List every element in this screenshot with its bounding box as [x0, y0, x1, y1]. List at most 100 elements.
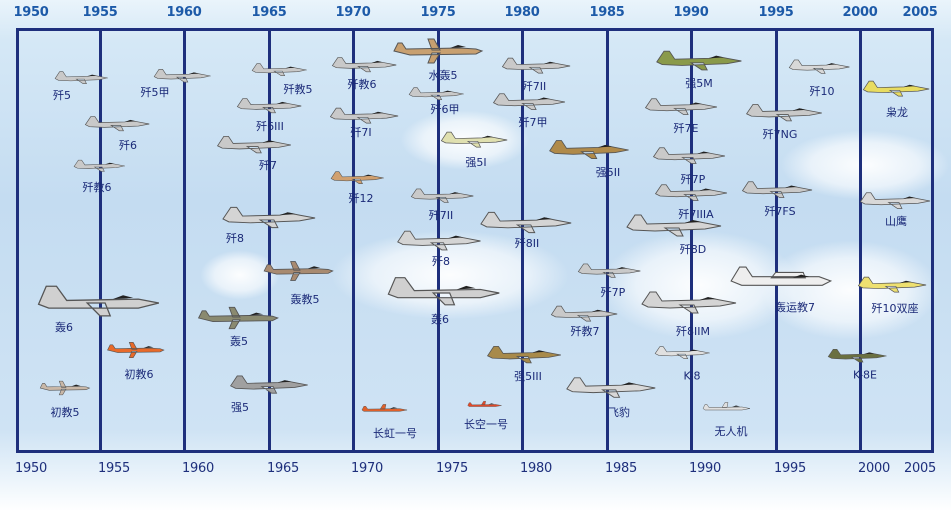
- prop-bomber-icon: [261, 260, 339, 286]
- aircraft-label: 歼10双座: [871, 302, 919, 315]
- bomber-icon: [386, 277, 504, 314]
- aircraft-label: 歼8: [432, 255, 450, 268]
- aircraft-label: 歼7II: [521, 80, 547, 93]
- jet-fighter-icon: [745, 102, 825, 128]
- year-gridline: [352, 28, 355, 453]
- year-label-top: 2000: [842, 5, 878, 20]
- jet-trainer-icon: [73, 159, 127, 178]
- aircraft-label: 轰6: [431, 313, 449, 326]
- year-gridline: [268, 28, 271, 453]
- year-label-bottom: 2005: [904, 461, 936, 476]
- aircraft-label: 歼教6: [347, 78, 377, 91]
- attack-jet-icon: [229, 374, 311, 401]
- year-label-bottom: 1970: [351, 461, 383, 476]
- year-label-top: 1980: [504, 5, 540, 20]
- jet-fighter-icon: [741, 180, 815, 205]
- cloud: [780, 130, 950, 200]
- aircraft-label: K-8E: [853, 368, 877, 382]
- aircraft-label: 轰教5: [290, 293, 320, 306]
- jet-fighter-icon: [625, 212, 725, 244]
- year-label-top: 1975: [420, 5, 456, 20]
- year-label-bottom: 1965: [267, 461, 299, 476]
- aircraft-label: 歼7: [259, 159, 277, 172]
- aircraft-label: 歼6: [119, 139, 137, 152]
- jet-fighter-icon: [652, 146, 728, 171]
- jet-fighter-icon: [84, 115, 152, 138]
- year-label-bottom: 1975: [436, 461, 468, 476]
- aircraft-label: 强5I: [465, 156, 487, 169]
- aircraft-label: 歼7II: [428, 209, 454, 222]
- aircraft-label: 歼7NG: [762, 128, 798, 141]
- year-label-bottom: 2000: [858, 461, 890, 476]
- aircraft-label: 强5II: [595, 166, 621, 179]
- jet-fighter-icon: [479, 210, 575, 241]
- attack-jet-icon: [565, 375, 659, 405]
- aircraft-label: 山鹰: [885, 215, 907, 228]
- drone-icon: [467, 396, 503, 415]
- jet-fighter-icon: [654, 183, 730, 208]
- aircraft-label: K-8: [683, 369, 701, 383]
- attack-jet-icon: [548, 138, 632, 166]
- jet-fighter-icon: [644, 97, 720, 122]
- year-gridline: [606, 28, 609, 453]
- year-gridline: [775, 28, 778, 453]
- aircraft-label: 歼6III: [256, 120, 284, 133]
- attack-jet-icon: [486, 344, 564, 370]
- year-label-top: 2005: [902, 5, 938, 20]
- aircraft-label: 强5III: [514, 370, 542, 383]
- aircraft-label: 无人机: [714, 425, 748, 438]
- year-label-top: 1955: [82, 5, 118, 20]
- aircraft-label: 轰6: [55, 321, 73, 334]
- year-label-bottom: 1990: [689, 461, 721, 476]
- aircraft-label: 枭龙: [886, 106, 908, 119]
- prop-trainer-icon: [105, 341, 169, 363]
- aircraft-label: 歼7FS: [764, 205, 796, 218]
- jet-fighter-icon: [862, 79, 932, 103]
- year-label-top: 1995: [758, 5, 794, 20]
- aircraft-label: 水轰5: [428, 69, 458, 82]
- year-gridline: [521, 28, 524, 453]
- jet-fighter-icon: [236, 97, 304, 120]
- year-gridline: [690, 28, 693, 453]
- year-label-top: 1960: [166, 5, 202, 20]
- prop-trainer-icon: [38, 380, 94, 400]
- seaplane-icon: [390, 37, 490, 69]
- jet-fighter-icon: [221, 205, 319, 236]
- year-label-top: 1950: [13, 5, 49, 20]
- jet-fighter-icon: [54, 70, 110, 90]
- jet-fighter-icon: [329, 106, 401, 130]
- jet-fighter-icon: [408, 86, 466, 106]
- aircraft-label: 初教6: [124, 368, 154, 381]
- jet-fighter-icon: [410, 187, 476, 209]
- jet-trainer-icon: [827, 348, 889, 369]
- year-gridline: [183, 28, 186, 453]
- bomber-icon: [36, 285, 164, 325]
- year-label-bottom: 1960: [182, 461, 214, 476]
- year-label-bottom: 1950: [15, 461, 47, 476]
- year-label-top: 1990: [673, 5, 709, 20]
- aircraft-label: 歼7I: [350, 126, 372, 139]
- attack-jet-icon: [655, 49, 745, 78]
- aircraft-label: 歼10: [809, 85, 835, 98]
- aircraft-label: 轰5: [230, 335, 248, 348]
- jet-fighter-icon: [153, 68, 213, 89]
- year-label-bottom: 1995: [774, 461, 806, 476]
- jet-fighter-icon: [216, 134, 294, 160]
- aircraft-label: 歼7甲: [518, 116, 548, 129]
- aircraft-label: 歼教6: [82, 181, 112, 194]
- aircraft-label: 歼5: [53, 89, 71, 102]
- jet-fighter-icon: [492, 92, 568, 117]
- jet-trainer-icon: [859, 191, 933, 216]
- cloud: [760, 240, 940, 340]
- drone-icon: [361, 402, 409, 421]
- year-label-top: 1985: [589, 5, 625, 20]
- jet-fighter-icon: [396, 229, 484, 258]
- cloud: [200, 250, 280, 300]
- aircraft-label: 歼7E: [673, 122, 699, 135]
- aircraft-label: 歼6甲: [430, 103, 460, 116]
- aircraft-label: 强5M: [685, 77, 713, 90]
- aircraft-label: 飞豹: [608, 406, 630, 419]
- aircraft-label: 歼5甲: [140, 86, 170, 99]
- drone-icon: [702, 401, 752, 420]
- year-gridline: [99, 28, 102, 453]
